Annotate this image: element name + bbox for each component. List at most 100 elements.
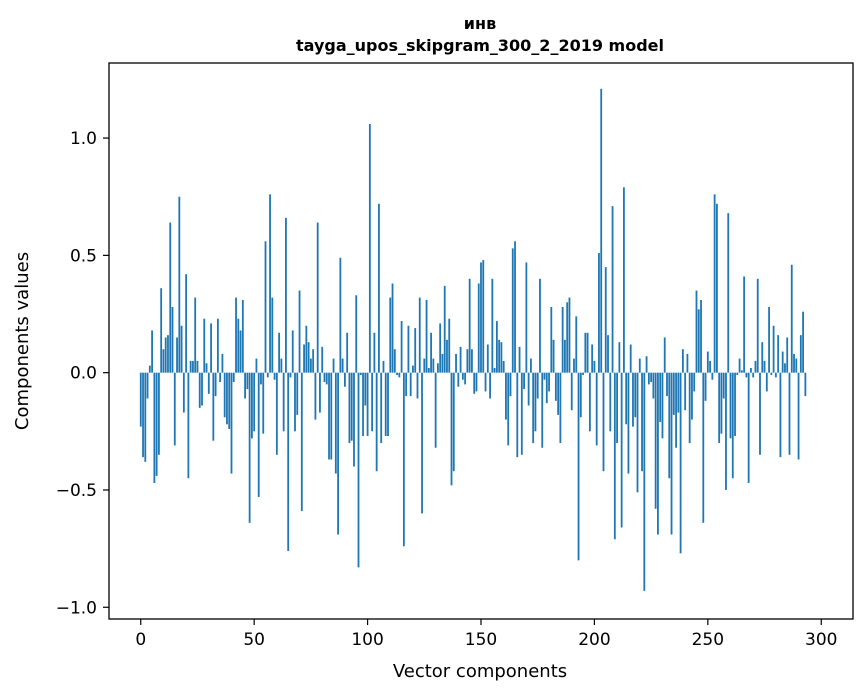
bar-144 (466, 349, 469, 373)
y-tick-label: −1.0 (56, 598, 97, 618)
bar-171 (527, 372, 530, 406)
bar-40 (230, 372, 233, 474)
bar-174 (534, 372, 537, 432)
bar-29 (205, 363, 208, 373)
bar-117 (405, 372, 408, 397)
bar-119 (409, 372, 412, 397)
bar-247 (700, 299, 702, 373)
bar-288 (793, 353, 795, 373)
bar-198 (588, 372, 591, 432)
bar-138 (452, 372, 455, 472)
bar-253 (713, 194, 716, 373)
bar-172 (530, 358, 532, 373)
bar-72 (303, 344, 305, 373)
bar-18 (180, 325, 183, 373)
bar-21 (187, 372, 190, 479)
bar-7 (155, 372, 158, 476)
bar-133 (441, 353, 444, 373)
bar-14 (171, 306, 174, 373)
bar-96 (357, 372, 360, 568)
bar-131 (437, 363, 439, 373)
bar-166 (516, 372, 519, 458)
bar-87 (337, 372, 339, 535)
bar-54 (262, 372, 265, 434)
bar-178 (543, 372, 546, 380)
bar-203 (600, 88, 603, 373)
bar-150 (480, 262, 482, 373)
chart-title: инв (464, 14, 496, 33)
bar-12 (167, 335, 169, 373)
bar-199 (591, 344, 594, 373)
chart-subtitle: tayga_upos_skipgram_300_2_2019 model (296, 36, 664, 55)
bar-77 (314, 372, 317, 420)
bar-241 (686, 353, 689, 373)
bar-209 (613, 372, 616, 540)
bar-186 (561, 306, 564, 373)
bar-214 (625, 372, 628, 425)
bar-185 (559, 372, 562, 444)
bar-210 (616, 372, 618, 444)
bar-254 (716, 203, 718, 373)
bar-68 (294, 372, 296, 432)
bar-88 (339, 257, 342, 373)
bar-102 (371, 372, 374, 432)
x-tick-label: 0 (135, 630, 146, 650)
bar-32 (212, 372, 215, 441)
bar-51 (255, 358, 258, 373)
bar-99 (364, 372, 367, 406)
bar-280 (774, 372, 777, 378)
bar-142 (461, 372, 464, 380)
bar-series (139, 88, 807, 591)
bar-89 (341, 358, 344, 373)
bar-223 (645, 356, 648, 373)
bar-84 (330, 372, 333, 460)
bar-0 (139, 372, 142, 427)
bar-5 (151, 330, 153, 373)
bar-201 (595, 372, 598, 446)
bar-226 (652, 372, 655, 399)
bar-212 (620, 372, 623, 528)
bar-134 (443, 285, 446, 373)
bar-30 (207, 372, 210, 394)
bar-277 (768, 306, 770, 373)
y-tick-label: 1.0 (70, 129, 97, 149)
bar-55 (264, 241, 267, 373)
bar-176 (539, 278, 541, 373)
bar-98 (362, 372, 364, 437)
bar-232 (666, 372, 668, 397)
bar-162 (507, 372, 510, 446)
y-tick-label: 0.5 (70, 246, 97, 266)
bar-94 (353, 372, 355, 467)
bar-23 (192, 360, 194, 373)
bar-218 (634, 372, 637, 418)
bar-293 (804, 372, 807, 397)
bar-19 (182, 372, 185, 413)
bar-163 (509, 372, 512, 397)
bar-95 (355, 295, 358, 373)
bar-71 (300, 372, 303, 512)
bar-173 (532, 372, 535, 444)
bar-272 (756, 278, 759, 373)
bar-233 (668, 372, 671, 479)
bar-60 (275, 372, 278, 455)
bar-47 (246, 372, 249, 390)
bar-31 (210, 323, 212, 373)
bar-189 (568, 297, 571, 373)
bar-121 (414, 328, 417, 373)
bar-271 (754, 360, 757, 373)
bar-182 (552, 339, 555, 373)
bar-222 (643, 372, 646, 591)
bar-175 (536, 372, 539, 399)
bar-36 (221, 353, 224, 373)
bar-97 (359, 372, 362, 376)
bar-207 (609, 372, 612, 432)
x-tick-label: 150 (465, 630, 497, 650)
bar-227 (654, 372, 657, 509)
bar-208 (611, 206, 614, 373)
bar-8 (158, 372, 160, 455)
bar-264 (738, 358, 741, 373)
bar-50 (253, 372, 256, 432)
bar-230 (661, 372, 664, 439)
bar-93 (350, 372, 353, 441)
bar-237 (677, 372, 680, 413)
